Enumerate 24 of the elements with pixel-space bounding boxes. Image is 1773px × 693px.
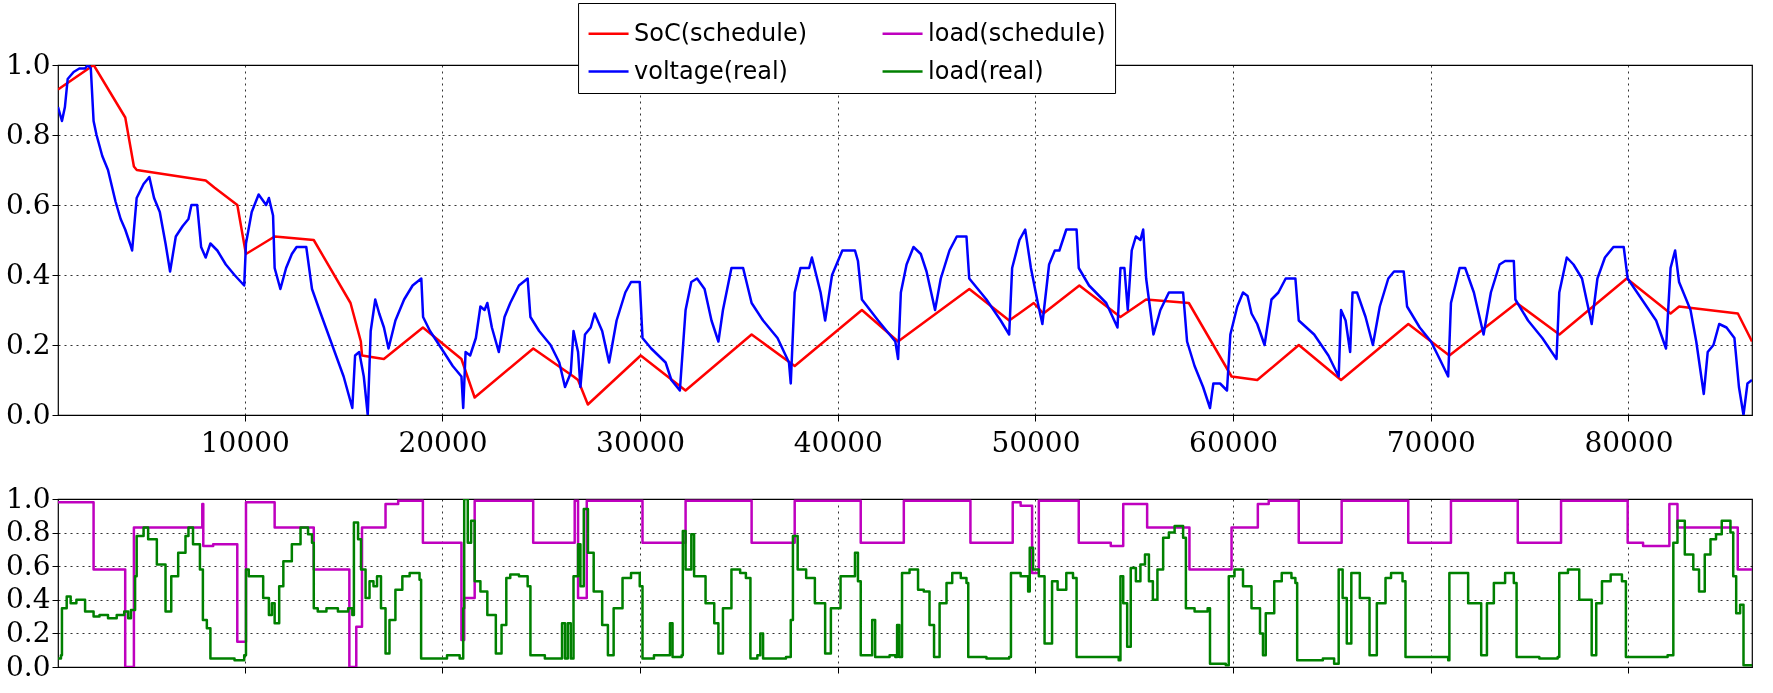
y-tick-label: 0.8 <box>5 515 51 549</box>
x-tick-label: 60000 <box>1189 425 1279 459</box>
x-tick-label: 30000 <box>596 425 686 459</box>
x-tick-label: 20000 <box>398 425 488 459</box>
legend-label: voltage(real) <box>634 56 788 85</box>
y-tick-label: 1.0 <box>5 47 51 81</box>
x-tick-label: 50000 <box>991 425 1081 459</box>
y-tick-label: 0.4 <box>5 257 51 291</box>
legend-label: load(schedule) <box>928 18 1106 47</box>
x-tick-label: 10000 <box>200 425 290 459</box>
y-tick-label: 0.8 <box>5 117 51 151</box>
y-tick-label: 0.2 <box>5 327 51 361</box>
x-tick-label: 80000 <box>1584 425 1674 459</box>
y-tick-label: 0.6 <box>5 548 51 582</box>
legend-label: load(real) <box>928 56 1044 85</box>
y-tick-label: 0.4 <box>5 582 51 616</box>
y-tick-label: 0.2 <box>5 615 51 649</box>
y-tick-label: 0.0 <box>5 397 51 431</box>
y-tick-label: 0.0 <box>5 649 51 683</box>
x-tick-label: 40000 <box>793 425 883 459</box>
legend-label: SoC(schedule) <box>634 18 808 47</box>
y-tick-label: 0.6 <box>5 187 51 221</box>
y-tick-label: 1.0 <box>5 481 51 515</box>
x-tick-label: 70000 <box>1386 425 1476 459</box>
